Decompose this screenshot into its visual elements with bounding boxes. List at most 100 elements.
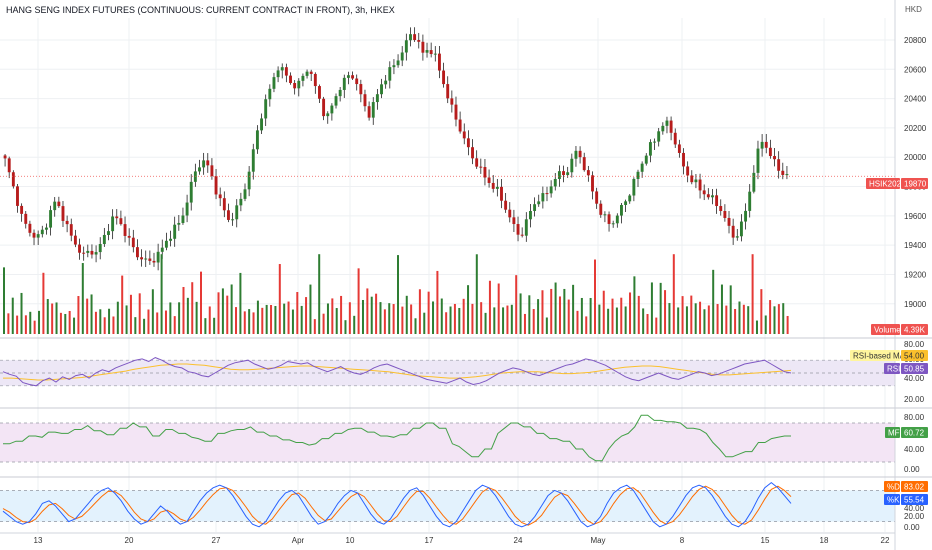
price-tick-label: 20800 [904, 36, 927, 45]
symbol-tag: HSIK2023 [866, 178, 906, 189]
rsi-value-tag: 50.85 [901, 363, 928, 374]
candle-body [334, 96, 338, 106]
price-axis[interactable]: 1900019200194001960019800200002020020400… [904, 36, 927, 532]
stoch-k-line [2, 481, 792, 528]
volume-bar [379, 302, 382, 334]
candle-body [512, 217, 516, 225]
candle-body [735, 236, 739, 238]
volume-bar [764, 315, 767, 334]
volume-bar [782, 303, 785, 334]
candle-body [49, 210, 53, 228]
volume-bar [537, 299, 540, 334]
candle-body [549, 186, 553, 194]
price-tick-label: 20200 [904, 124, 927, 133]
candle-body [255, 130, 259, 150]
candle-body [65, 220, 69, 225]
candle-body [785, 174, 789, 176]
volume-bar [703, 309, 706, 334]
volume-bar [480, 302, 483, 334]
candle-body [462, 131, 466, 139]
volume-bar [318, 254, 321, 334]
volume-bar [313, 319, 316, 334]
volume-bar [760, 289, 763, 334]
volume-bar [690, 295, 693, 334]
volume-bar [720, 284, 723, 334]
candle-body [86, 250, 90, 253]
volume-bar [90, 294, 93, 334]
time-tick-label: May [590, 536, 605, 545]
volume-bar [33, 320, 36, 334]
rsi-tick-label: 80.00 [904, 340, 925, 349]
stoch-d-value-tag: 83.02 [901, 481, 928, 492]
candle-body [61, 206, 65, 221]
candle-body [280, 67, 284, 71]
volume-bar [401, 306, 404, 334]
candle-body [164, 240, 168, 248]
volume-bar [178, 302, 181, 334]
mfi-label-tag-bg [885, 427, 900, 438]
volume-bar [278, 264, 281, 334]
candle-body [107, 231, 110, 235]
candle-body [231, 219, 235, 221]
last-price-tag-bg [901, 178, 928, 189]
volume-bar [554, 282, 557, 334]
candle-body [673, 132, 677, 145]
candle-body [557, 171, 561, 179]
volume-value-tag: 4.39K [901, 324, 928, 335]
candle-body [160, 247, 164, 252]
volume-bar [602, 290, 605, 334]
volume-bar [598, 304, 601, 334]
candle-body [69, 224, 73, 236]
candle-body [520, 234, 524, 236]
volume-bar [383, 309, 386, 334]
volume-bar [230, 284, 233, 334]
volume-bar [681, 296, 684, 334]
volume-bar [668, 303, 671, 334]
candle-body [20, 205, 24, 214]
chart-title: HANG SENG INDEX FUTURES (CONTINUOUS: CUR… [6, 5, 395, 15]
volume-bar [414, 318, 417, 334]
mfi-label-tag-text: MF [888, 429, 900, 438]
mfi-tick-label: 40.00 [904, 445, 925, 454]
candle-body [686, 166, 690, 176]
candle-body [566, 172, 570, 176]
volume-bar [103, 317, 106, 334]
candle-body [53, 201, 57, 211]
volume-bar [173, 316, 176, 334]
time-tick-label: 22 [881, 536, 890, 545]
volume-bar [81, 263, 84, 334]
candle-body [421, 41, 425, 53]
candle-body [607, 214, 611, 224]
candle-body [677, 144, 681, 153]
time-tick-label: 8 [680, 536, 685, 545]
candle-body [396, 60, 400, 66]
time-tick-label: 20 [125, 536, 134, 545]
candle-body [309, 71, 313, 74]
volume-bar [182, 286, 185, 334]
volume-bar [151, 289, 154, 334]
volume-bar [3, 267, 5, 334]
volume-bar [458, 307, 461, 334]
time-axis[interactable]: 13 20 27 Apr 10 17 24 May 8 15 18 22 [34, 536, 890, 545]
volume-bar [370, 296, 373, 334]
volume-bar [160, 254, 163, 334]
candle-body [466, 138, 470, 148]
volume-bar [116, 301, 119, 334]
volume-bar [747, 306, 750, 334]
candle-body [384, 80, 388, 85]
candle-body [768, 147, 772, 157]
stoch-d-value-tag-bg [901, 481, 928, 492]
candle-body [595, 191, 599, 204]
rsi-ma-value-tag: 54.00 [901, 350, 928, 361]
candle-body [218, 194, 222, 199]
volume-bar [707, 305, 710, 334]
candle-body [239, 198, 243, 206]
candle-body [454, 104, 458, 120]
candle-body [773, 156, 776, 160]
volume-bar [462, 298, 465, 334]
candle-body [433, 53, 437, 55]
volume-bar [467, 285, 470, 334]
volume-bar [296, 292, 299, 334]
volume-bar [94, 311, 97, 334]
